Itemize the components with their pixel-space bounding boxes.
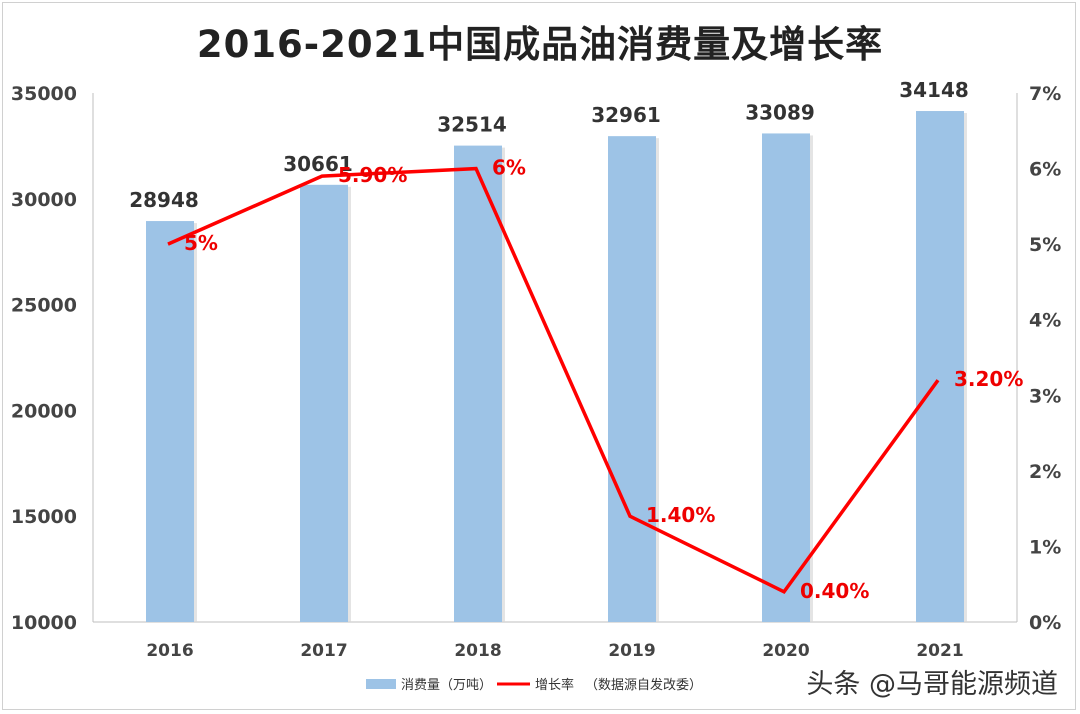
x-tick-label: 2017: [300, 641, 347, 661]
legend-bar-label: 消费量（万吨）: [401, 678, 492, 693]
growth-rate-label: 6%: [492, 156, 526, 180]
y-right-tick-label: 3%: [1029, 385, 1061, 407]
x-tick-label: 2018: [454, 641, 501, 661]
x-tick-label: 2019: [608, 641, 655, 661]
bar-value-label: 28948: [129, 188, 199, 212]
legend-bar-swatch: [366, 679, 396, 689]
bar-value-label: 32961: [591, 103, 661, 127]
y-left-tick-label: 25000: [11, 295, 77, 317]
bar: [762, 133, 810, 622]
y-left-tick-label: 35000: [11, 83, 77, 105]
growth-rate-label: 3.20%: [954, 367, 1023, 391]
y-right-tick-label: 6%: [1029, 159, 1061, 181]
y-right-tick-label: 0%: [1029, 612, 1061, 634]
bar-value-label: 32514: [437, 113, 507, 137]
y-right-tick-label: 1%: [1029, 536, 1061, 558]
y-left-tick-label: 10000: [11, 612, 77, 634]
y-right-tick-label: 4%: [1029, 310, 1061, 332]
growth-rate-label: 0.40%: [800, 579, 869, 603]
bar-value-label: 34148: [899, 78, 969, 102]
y-right-tick-label: 2%: [1029, 461, 1061, 483]
y-left-tick-label: 30000: [11, 189, 77, 211]
x-tick-label: 2016: [146, 641, 193, 661]
growth-rate-label: 1.40%: [646, 503, 715, 527]
chart-title: 2016-2021中国成品油消费量及增长率: [196, 23, 884, 66]
y-right-tick-label: 7%: [1029, 83, 1061, 105]
bar: [146, 221, 194, 623]
legend-source-note: （数据源自发改委）: [585, 677, 702, 693]
bar: [916, 111, 964, 622]
bar-value-label: 30661: [283, 152, 353, 176]
y-left-tick-label: 20000: [11, 400, 77, 422]
growth-rate-label: 5%: [184, 231, 218, 255]
y-right-tick-label: 5%: [1029, 234, 1061, 256]
bar: [608, 136, 656, 622]
watermark: 头条 @马哥能源频道: [806, 669, 1058, 700]
legend-line-label: 增长率: [535, 677, 574, 693]
bar: [300, 184, 348, 622]
bar-value-label: 33089: [745, 100, 815, 124]
growth-rate-line: [167, 166, 940, 594]
growth-rate-label: 5.90%: [338, 163, 407, 187]
y-left-tick-label: 15000: [11, 506, 77, 528]
x-tick-label: 2021: [916, 641, 963, 661]
x-tick-label: 2020: [762, 641, 809, 661]
bar: [454, 145, 502, 622]
